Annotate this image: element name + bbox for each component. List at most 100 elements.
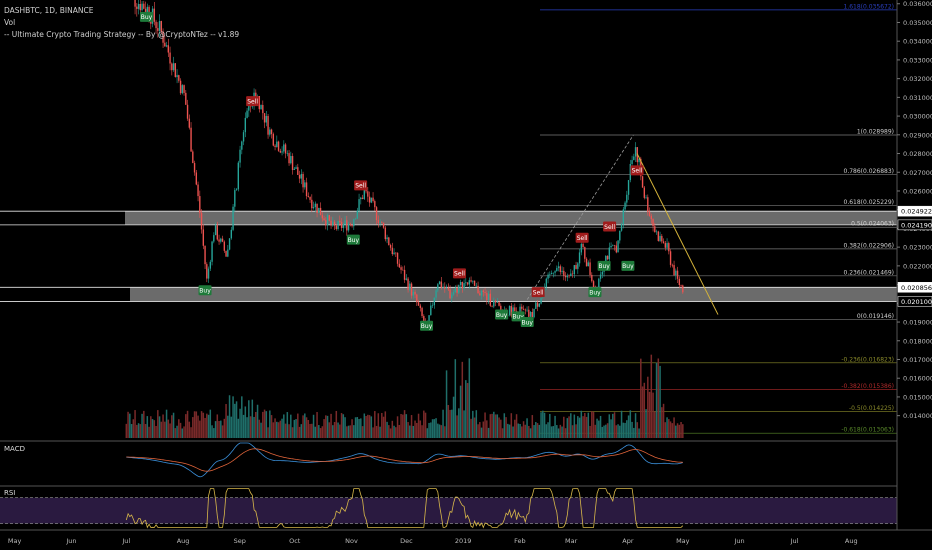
volume-bar	[216, 414, 219, 438]
sell-signal-badge	[246, 96, 260, 107]
volume-bar	[174, 428, 177, 438]
volume-bar	[449, 409, 451, 438]
volume-bar	[405, 414, 408, 438]
sell-signal-badge	[630, 165, 644, 176]
candle-body	[522, 308, 525, 310]
volume-bar	[426, 428, 429, 438]
rsi-title: RSI	[4, 489, 15, 497]
volume-bar	[309, 423, 311, 438]
y-tick-label: 0.022000	[903, 262, 932, 270]
candle-body	[265, 116, 268, 123]
volume-bar	[472, 410, 474, 438]
volume-bar	[305, 417, 308, 438]
candle-body	[678, 278, 681, 286]
candle-body	[193, 163, 196, 173]
time-axis[interactable]: May Jun Jul Aug Sep Oct Nov Dec 2019 Feb Mar Apr May…	[0, 529, 932, 545]
volume-bar	[274, 418, 276, 438]
volume-bar	[605, 424, 607, 438]
buy-signal-label: Buy	[521, 319, 533, 326]
volume-bar	[479, 422, 481, 438]
volume-bar	[673, 417, 675, 438]
price-marker	[897, 219, 932, 231]
volume-bar	[512, 426, 514, 438]
volume-bar	[375, 425, 378, 438]
volume-bar	[139, 424, 142, 438]
candle-body	[496, 302, 499, 303]
candle-body	[447, 287, 450, 290]
buy-signal-label: Buy	[421, 323, 433, 330]
candle-body	[428, 315, 430, 322]
candle-body	[346, 220, 348, 231]
volume-bar	[223, 418, 226, 438]
volume-bar	[491, 413, 493, 438]
candle-body	[160, 20, 163, 32]
volume-bar	[440, 425, 443, 438]
candle-body	[559, 266, 562, 272]
candle-body	[281, 151, 283, 153]
candle-body	[139, 3, 142, 11]
candle-body	[354, 218, 357, 220]
volume-bar	[318, 425, 320, 438]
candle-body	[601, 271, 604, 275]
candle-body	[629, 163, 632, 181]
y-tick-label: 0.019000	[903, 319, 932, 327]
candle-body	[442, 286, 444, 288]
price-axis[interactable]: 0.036000 0.035000 0.034000 0.033000 0.032000…	[896, 0, 932, 550]
volume-bar	[396, 416, 399, 438]
candle-body	[535, 302, 537, 309]
candle-body	[608, 247, 611, 260]
candle-body	[221, 238, 224, 242]
volume-bar	[505, 417, 507, 438]
candle-body	[230, 229, 233, 239]
candle-body	[297, 167, 299, 175]
fib-label: 0.382(0.022906)	[844, 242, 895, 249]
volume-bar	[199, 420, 201, 438]
volume-bar	[129, 413, 131, 438]
volume-bar	[316, 411, 318, 438]
volume-bar	[188, 421, 191, 438]
volume-bar	[584, 412, 586, 438]
candle-body	[227, 249, 229, 257]
x-tick-label: Oct	[289, 537, 301, 545]
volume-bar	[342, 414, 345, 438]
volume-bar	[659, 365, 661, 438]
volume-bar	[290, 414, 292, 438]
volume-bar	[668, 419, 670, 438]
candle-body	[587, 262, 590, 267]
candle-body	[680, 285, 682, 286]
candle-body	[599, 274, 602, 279]
volume-bar	[596, 418, 598, 438]
volume-bar	[438, 424, 441, 438]
candle-body	[591, 274, 593, 282]
volume-bar	[312, 414, 315, 438]
candle-body	[197, 184, 199, 197]
sell-signal-label: Sell	[355, 183, 366, 190]
volume-bar	[319, 428, 322, 438]
volume-bar	[186, 410, 189, 438]
volume-bar	[256, 404, 259, 438]
volume-bar	[179, 422, 182, 438]
volume-bar	[197, 415, 199, 438]
volume-bar	[225, 404, 227, 438]
volume-bar	[172, 412, 175, 438]
volume-bar	[267, 427, 269, 438]
candle-body	[407, 278, 409, 290]
volume-bar	[545, 424, 548, 438]
candle-body	[141, 3, 143, 11]
candle-body	[323, 218, 325, 221]
volume-bar	[463, 410, 465, 438]
candle-body	[242, 132, 245, 142]
volume-bar	[508, 424, 511, 438]
candle-body	[617, 240, 619, 253]
volume-bar	[330, 413, 332, 438]
volume-bar	[654, 411, 656, 438]
volume-bar	[144, 424, 147, 438]
volume-bar	[601, 426, 604, 438]
candle-body	[165, 45, 168, 47]
candle-body	[279, 150, 282, 153]
candle-body	[144, 8, 147, 13]
volume-bar	[389, 428, 392, 438]
candle-body	[389, 245, 392, 248]
volume-bar	[587, 412, 590, 438]
